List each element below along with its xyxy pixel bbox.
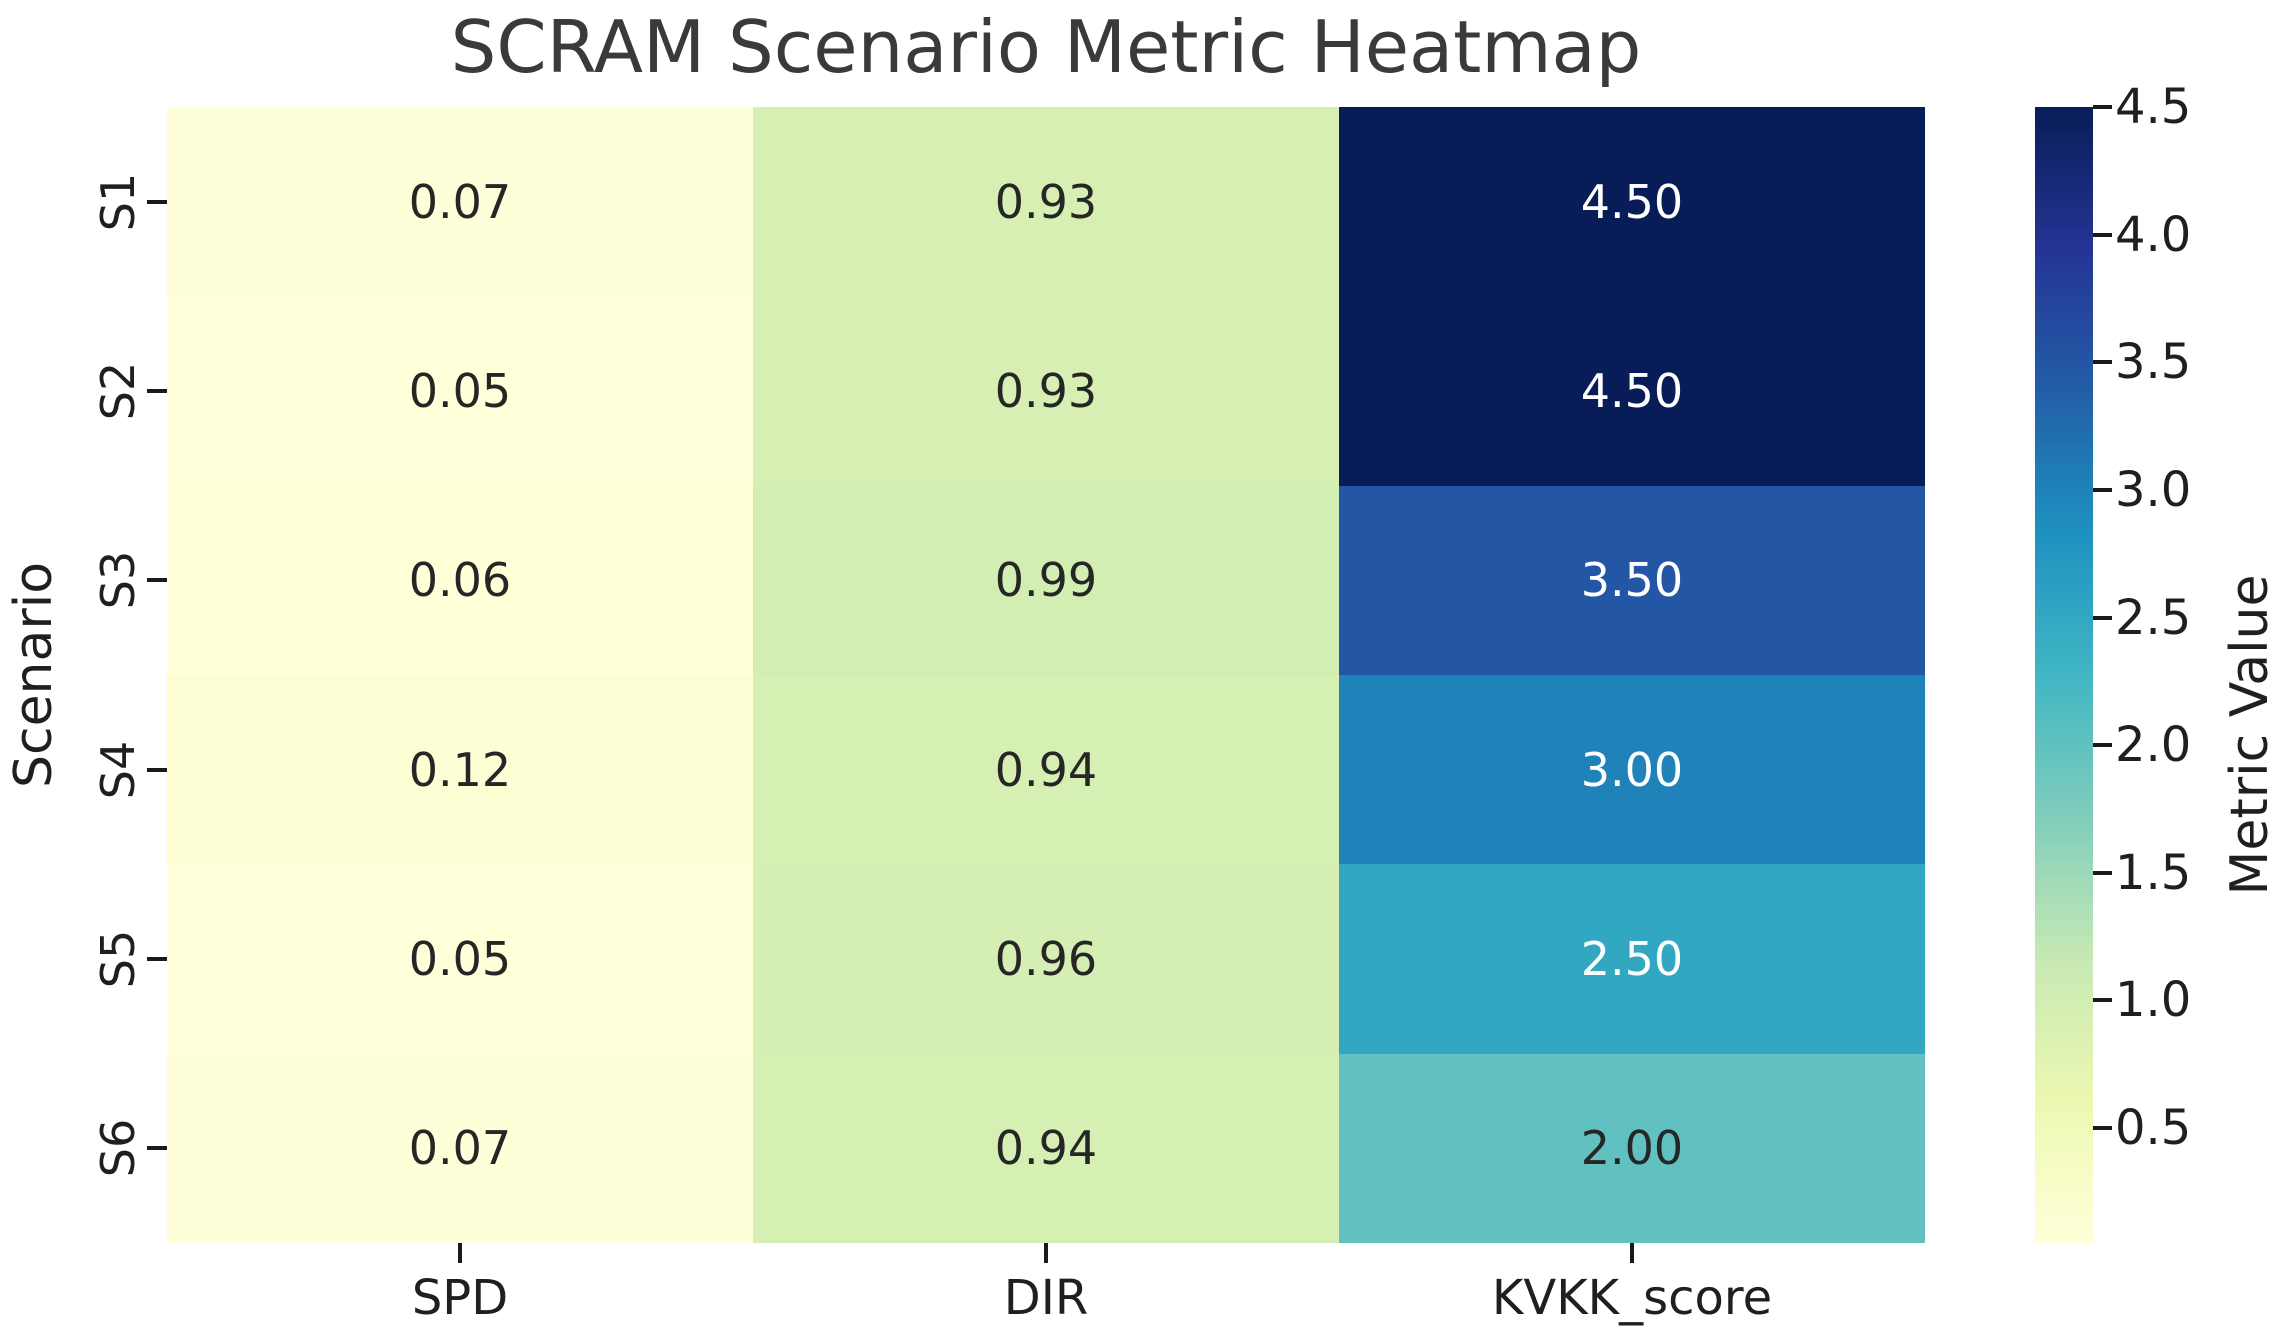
colorbar-tick-3.0 bbox=[2093, 487, 2112, 492]
colorbar-tick-label-4.5: 4.5 bbox=[2115, 79, 2192, 135]
cell-S5-KVKK_score: 2.50 bbox=[1339, 864, 1925, 1054]
cell-S6-KVKK_score: 2.00 bbox=[1339, 1053, 1925, 1243]
colorbar-tick-label-1.0: 1.0 bbox=[2115, 972, 2192, 1029]
cell-S3-DIR: 0.99 bbox=[753, 485, 1339, 675]
cell-S5-SPD: 0.05 bbox=[167, 864, 753, 1054]
x-tick-label-SPD: SPD bbox=[411, 1270, 509, 1326]
heatmap-grid: 0.07 0.93 4.50 0.05 0.93 4.50 0.06 0.99 3.50 0.12… bbox=[167, 107, 1925, 1243]
colorbar-label: Metric Value bbox=[2220, 574, 2280, 896]
y-tick-label-S2: S2 bbox=[91, 361, 145, 421]
cell-S3-KVKK_score: 3.50 bbox=[1339, 485, 1925, 675]
cell-S1-KVKK_score: 4.50 bbox=[1339, 107, 1925, 297]
cell-S4-KVKK_score: 3.00 bbox=[1339, 674, 1925, 865]
x-tick-SPD bbox=[458, 1243, 462, 1263]
colorbar-tick-1.5 bbox=[2093, 870, 2112, 875]
colorbar-tick-label-0.5: 0.5 bbox=[2115, 1100, 2192, 1157]
y-tick-S4 bbox=[147, 767, 167, 772]
cell-S1-DIR: 0.93 bbox=[753, 107, 1339, 297]
colorbar-tick-1.0 bbox=[2093, 998, 2112, 1003]
chart-title: SCRAM Scenario Metric Heatmap bbox=[450, 5, 1642, 89]
y-tick-label-S3: S3 bbox=[91, 551, 145, 610]
colorbar-tick-label-2.5: 2.5 bbox=[2115, 589, 2192, 646]
y-tick-label-S1: S1 bbox=[91, 172, 145, 231]
y-tick-label-S5: S5 bbox=[91, 929, 145, 989]
colorbar-tick-2.0 bbox=[2093, 743, 2112, 748]
colorbar-tick-label-3.5: 3.5 bbox=[2115, 334, 2192, 391]
colorbar-tick-label-2.0: 2.0 bbox=[2115, 717, 2192, 774]
y-axis-label: Scenario bbox=[4, 561, 64, 789]
colorbar-tick-3.5 bbox=[2093, 360, 2112, 365]
x-tick-DIR bbox=[1044, 1243, 1048, 1263]
y-tick-S1 bbox=[147, 199, 167, 204]
cell-S5-DIR: 0.96 bbox=[753, 864, 1339, 1054]
cell-S1-SPD: 0.07 bbox=[167, 107, 753, 297]
y-tick-S2 bbox=[147, 389, 167, 393]
cell-S2-KVKK_score: 4.50 bbox=[1339, 296, 1925, 486]
x-tick-label-KVKK_score: KVKK_score bbox=[1491, 1270, 1773, 1326]
cell-S4-DIR: 0.94 bbox=[753, 674, 1339, 865]
cell-S6-DIR: 0.94 bbox=[753, 1053, 1339, 1243]
colorbar-tick-4.5 bbox=[2093, 105, 2112, 109]
cell-S2-DIR: 0.93 bbox=[753, 296, 1339, 486]
cell-S2-SPD: 0.05 bbox=[167, 296, 753, 486]
colorbar-gradient bbox=[2035, 107, 2093, 1243]
y-tick-label-S4: S4 bbox=[91, 740, 145, 799]
cell-S4-SPD: 0.12 bbox=[167, 674, 753, 865]
y-tick-S6 bbox=[147, 1146, 167, 1151]
x-tick-label-DIR: DIR bbox=[1003, 1270, 1089, 1326]
colorbar-tick-0.5 bbox=[2093, 1126, 2112, 1131]
colorbar-tick-label-1.5: 1.5 bbox=[2115, 844, 2192, 901]
cell-S6-SPD: 0.07 bbox=[167, 1053, 753, 1243]
cell-S3-SPD: 0.06 bbox=[167, 485, 753, 675]
y-tick-S5 bbox=[147, 957, 167, 961]
colorbar-tick-label-3.0: 3.0 bbox=[2115, 461, 2192, 518]
colorbar-tick-4.0 bbox=[2093, 232, 2112, 237]
x-tick-KVKK_score bbox=[1630, 1243, 1634, 1263]
y-tick-S3 bbox=[147, 578, 167, 583]
y-tick-label-S6: S6 bbox=[91, 1119, 145, 1178]
colorbar-tick-2.5 bbox=[2093, 615, 2112, 620]
colorbar-tick-label-4.0: 4.0 bbox=[2115, 206, 2192, 263]
